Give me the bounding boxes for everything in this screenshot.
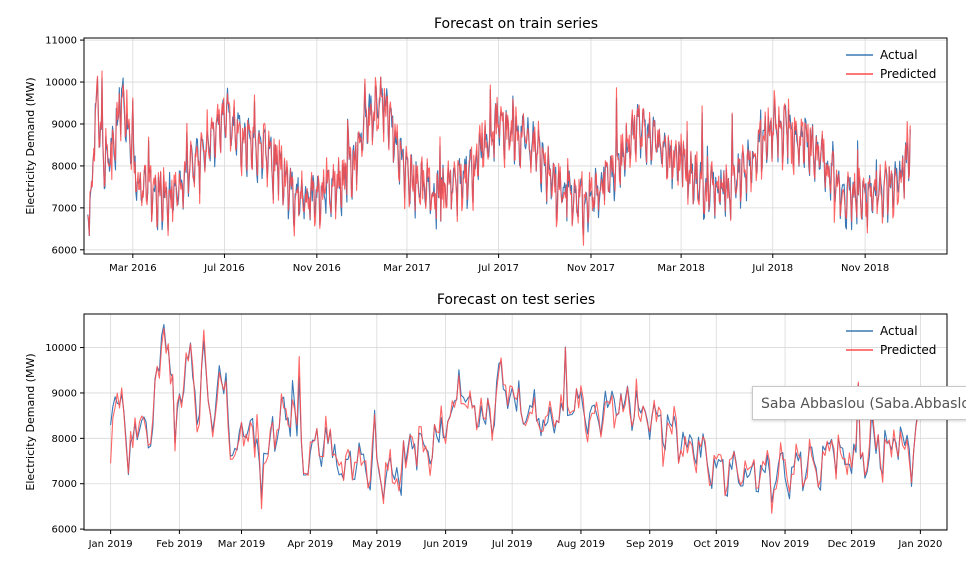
y-tick-label: 7000 [52,203,77,214]
y-tick-label: 10000 [45,78,77,89]
x-tick-label: Jul 2019 [491,539,533,550]
author-tooltip: Saba Abbaslou (Saba.Abbaslou [752,386,966,420]
y-tick-label: 6000 [52,525,77,536]
train-axis-ticks: 6000 7000 8000 9000 10000 11000 Mar 2016 Jul 20… [45,36,889,274]
test-axis-ticks: 6000 7000 8000 9000 10000 Jan 2019 Feb 2019 Mar… [45,343,942,550]
test-series-lines [110,324,919,514]
test-chart-title: Forecast on test series [437,292,595,308]
y-tick-label: 8000 [52,434,77,445]
y-tick-label: 9000 [52,388,77,399]
x-tick-label: Aug 2019 [557,539,605,550]
y-tick-label: 11000 [45,36,77,47]
x-tick-label: Jul 2018 [751,263,793,274]
train-legend-actual-label: Actual [880,48,918,62]
x-tick-label: Mar 2018 [657,263,705,274]
x-tick-label: Jul 2016 [203,263,245,274]
predicted-series-line [87,70,911,246]
y-tick-label: 9000 [52,119,77,130]
x-tick-label: Apr 2019 [287,539,333,550]
test-y-axis-label: Electricity Demand (MW) [24,353,37,490]
predicted-series-line [110,327,919,514]
x-tick-label: Nov 2016 [293,263,341,274]
x-tick-label: Nov 2019 [761,539,809,550]
x-tick-label: Jun 2019 [422,539,467,550]
x-tick-label: Oct 2019 [693,539,739,550]
train-series-lines [87,70,911,246]
train-legend: Actual Predicted [846,48,936,81]
x-tick-label: Nov 2018 [841,263,889,274]
train-legend-predicted-label: Predicted [880,67,936,81]
test-plot-frame [83,313,948,531]
y-tick-label: 8000 [52,161,77,172]
test-legend: Actual Predicted [846,324,936,357]
train-chart-panel: Forecast on train series Electricity Dem… [24,16,948,274]
x-tick-label: Mar 2016 [109,263,157,274]
x-tick-label: Dec 2019 [828,539,876,550]
x-tick-label: Sep 2019 [626,539,673,550]
x-tick-label: Jul 2017 [477,263,519,274]
x-tick-label: Nov 2017 [567,263,615,274]
train-chart-title: Forecast on train series [434,16,598,32]
test-legend-actual-label: Actual [880,324,918,338]
train-plot-frame [83,37,948,255]
x-tick-label: Mar 2019 [218,539,266,550]
y-tick-label: 10000 [45,343,77,354]
test-grid [84,314,947,530]
x-tick-label: Jan 2019 [88,539,133,550]
test-chart-panel: Forecast on test series Electricity Dema… [24,292,948,550]
y-tick-label: 6000 [52,245,77,256]
train-y-axis-label: Electricity Demand (MW) [24,77,37,214]
y-tick-label: 7000 [52,479,77,490]
test-legend-predicted-label: Predicted [880,343,936,357]
x-tick-label: Feb 2019 [156,539,202,550]
x-tick-label: Mar 2017 [383,263,431,274]
x-tick-label: Jan 2020 [897,539,942,550]
x-tick-label: May 2019 [352,539,401,550]
